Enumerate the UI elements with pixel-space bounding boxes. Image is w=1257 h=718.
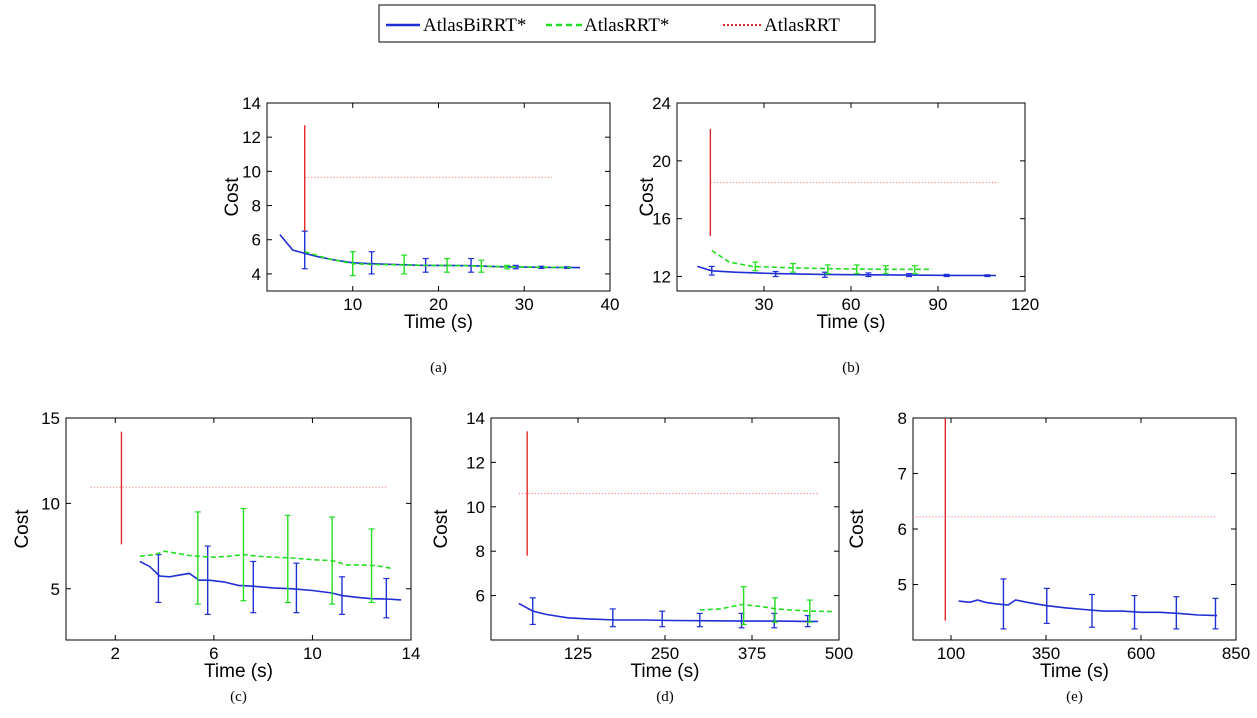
x-tick-label: 250 <box>651 644 679 663</box>
y-tick-label: 4 <box>252 265 261 284</box>
y-axis-label: Cost <box>431 509 452 549</box>
y-axis-label: Cost <box>222 177 243 217</box>
legend-box <box>378 4 876 43</box>
x-axis-label: Time (s) <box>631 661 700 682</box>
legend-label-0: AtlasBiRRT* <box>423 15 526 36</box>
y-tick-label: 12 <box>652 268 671 287</box>
y-axis-label: Cost <box>12 509 33 549</box>
y-tick-label: 14 <box>242 94 261 113</box>
legend-label-2: AtlasRRT <box>764 15 840 36</box>
y-tick-label: 6 <box>898 520 907 539</box>
subfigure-caption: (a) <box>430 360 447 376</box>
x-tick-label: 30 <box>755 295 774 314</box>
series-line-atlasrrt-star <box>699 603 833 613</box>
y-axis-label: Cost <box>637 177 658 217</box>
y-tick-label: 8 <box>252 197 261 216</box>
x-tick-label: 2 <box>111 644 120 663</box>
y-tick-label: 10 <box>466 498 485 517</box>
subfigure-caption: (d) <box>656 689 674 705</box>
y-tick-label: 6 <box>252 231 261 250</box>
x-tick-label: 100 <box>937 644 965 663</box>
x-tick-label: 125 <box>564 644 592 663</box>
plot-3: 125 250 375 500 6 8 10 12 14 Time (s) Cost (d) <box>431 409 853 705</box>
y-tick-label: 8 <box>476 542 485 561</box>
series-line-atlasbirrt-star <box>139 560 402 601</box>
subfigure-caption: (e) <box>1066 689 1083 705</box>
x-tick-label: 120 <box>1011 295 1039 314</box>
plot-frame <box>912 417 1237 641</box>
x-tick-label: 6 <box>209 644 218 663</box>
x-tick-label: 600 <box>1127 644 1155 663</box>
x-tick-label: 10 <box>343 295 362 314</box>
y-tick-label: 8 <box>898 409 907 428</box>
plot-1: 30 60 90 120 12 16 20 24 Time (s) Cost (b) <box>637 94 1039 376</box>
x-tick-label: 90 <box>929 295 948 314</box>
y-tick-label: 7 <box>898 465 907 484</box>
x-axis-label: Time (s) <box>1040 661 1109 682</box>
y-axis-label: Cost <box>847 509 868 549</box>
x-tick-label: 375 <box>738 644 766 663</box>
plot-frame <box>266 102 611 292</box>
subfigure-caption: (c) <box>230 689 247 705</box>
plot-0: 10 20 30 40 4 6 8 10 12 14 Time (s) Cost (a) <box>222 94 619 376</box>
x-axis-label: Time (s) <box>204 661 273 682</box>
x-tick-label: 20 <box>429 295 448 314</box>
x-tick-label: 60 <box>842 295 861 314</box>
plot-frame <box>65 417 412 641</box>
y-tick-label: 10 <box>242 162 261 181</box>
y-tick-label: 16 <box>652 210 671 229</box>
y-tick-label: 5 <box>51 580 60 599</box>
legend: AtlasBiRRT* AtlasRRT* AtlasRRT <box>378 4 876 43</box>
plot-2: 2 6 10 14 5 10 15 Time (s) Cost (c) <box>12 409 420 705</box>
series-line-atlasrrt-star <box>711 249 933 271</box>
y-tick-label: 6 <box>476 587 485 606</box>
x-tick-label: 14 <box>402 644 421 663</box>
plots: 10 20 30 40 4 6 8 10 12 14 Time (s) Cost (a) 30 60 90 12… <box>12 94 1250 705</box>
x-tick-label: 500 <box>825 644 853 663</box>
plot-4: 100 350 600 850 5 6 7 8 Time (s) Cost (e) <box>847 409 1250 705</box>
plot-frame <box>490 417 840 641</box>
series-line-atlasbirrt-star <box>697 265 997 277</box>
y-tick-label: 5 <box>898 576 907 595</box>
x-axis-label: Time (s) <box>817 312 886 333</box>
series-line-atlasbirrt-star <box>518 602 819 623</box>
legend-label-1: AtlasRRT* <box>584 15 669 36</box>
x-tick-label: 40 <box>601 295 620 314</box>
y-tick-label: 20 <box>652 152 671 171</box>
x-tick-label: 350 <box>1032 644 1060 663</box>
y-tick-label: 10 <box>41 494 60 513</box>
x-tick-label: 850 <box>1222 644 1250 663</box>
y-tick-label: 24 <box>652 94 671 113</box>
y-tick-label: 12 <box>466 453 485 472</box>
x-tick-label: 30 <box>515 295 534 314</box>
series-line-atlasbirrt-star <box>958 599 1218 617</box>
subfigure-caption: (b) <box>842 360 860 376</box>
y-tick-label: 14 <box>466 409 485 428</box>
y-tick-label: 12 <box>242 128 261 147</box>
x-tick-label: 10 <box>303 644 322 663</box>
series-line-atlasrrt-star <box>139 550 392 570</box>
plot-frame <box>676 102 1026 292</box>
y-tick-label: 15 <box>41 409 60 428</box>
x-axis-label: Time (s) <box>404 312 473 333</box>
